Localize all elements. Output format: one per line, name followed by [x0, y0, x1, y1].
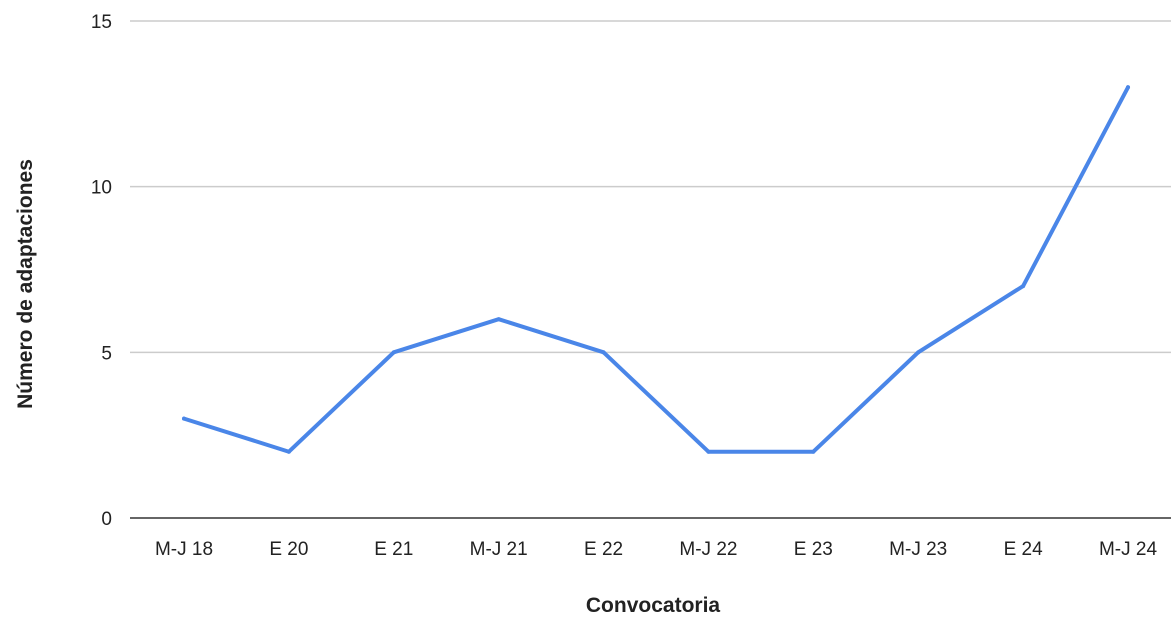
y-tick-label: 15: [91, 12, 112, 33]
data-point: [916, 350, 921, 355]
series-layer: [182, 85, 1130, 454]
series-line: [182, 85, 1130, 454]
x-tick-label: M-J 21: [470, 539, 528, 560]
y-tick-label: 10: [91, 178, 112, 199]
x-tick-label: M-J 22: [679, 539, 737, 560]
data-point: [496, 317, 501, 322]
data-point: [391, 350, 396, 355]
x-tick-label: M-J 24: [1099, 539, 1158, 560]
x-axis-ticks: M-J 18 E 20 E 21 M-J 21 E 22 M-J 22 E 23 M-J 23…: [155, 539, 1158, 560]
x-tick-label: E 24: [1004, 539, 1044, 560]
x-axis-title: Convocatoria: [586, 594, 721, 617]
x-tick-label: M-J 23: [889, 539, 947, 560]
y-axis-title: Número de adaptaciones: [14, 159, 37, 409]
x-tick-label: E 21: [374, 539, 413, 560]
y-axis-ticks: 0 5 10 15: [91, 12, 112, 530]
y-tick-label: 0: [101, 509, 112, 530]
y-tick-label: 5: [101, 343, 112, 364]
x-tick-label: E 20: [269, 539, 308, 560]
x-tick-label: M-J 18: [155, 539, 213, 560]
data-point: [1021, 284, 1026, 289]
data-point: [286, 449, 291, 454]
gridlines: [130, 20, 1171, 519]
data-point: [601, 350, 606, 355]
data-point: [706, 449, 711, 454]
x-tick-label: E 22: [584, 539, 623, 560]
x-tick-label: E 23: [794, 539, 833, 560]
data-point: [182, 416, 186, 421]
data-point: [1126, 85, 1130, 90]
data-point: [811, 449, 816, 454]
